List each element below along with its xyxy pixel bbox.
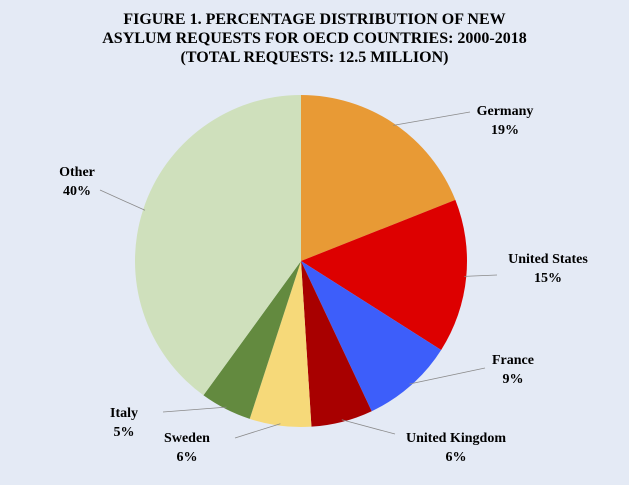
leader-line-france bbox=[409, 367, 486, 385]
slice-label-sweden: Sweden bbox=[164, 431, 210, 446]
pie-slice-sweden bbox=[249, 261, 312, 427]
pie-slices bbox=[134, 94, 467, 427]
title-line-2: ASYLUM REQUESTS FOR OECD COUNTRIES: 2000… bbox=[102, 30, 527, 47]
pie-labels: Germany 19% United States 15% France 9% United… bbox=[59, 104, 588, 465]
leader-line-italy bbox=[162, 406, 227, 413]
slice-value-germany: 19% bbox=[491, 123, 519, 138]
slice-value-italy: 5% bbox=[114, 425, 135, 440]
leader-line-other bbox=[99, 189, 146, 211]
slice-label-united-states: United States bbox=[508, 252, 588, 267]
slice-value-sweden: 6% bbox=[177, 450, 198, 465]
pie-slice-united-states bbox=[301, 199, 467, 350]
pie-slice-other bbox=[134, 94, 301, 396]
slice-label-italy: Italy bbox=[110, 406, 138, 421]
title-line-1: FIGURE 1. PERCENTAGE DISTRIBUTION OF NEW bbox=[123, 11, 506, 28]
slice-value-other: 40% bbox=[63, 184, 91, 199]
slice-value-united-kingdom: 6% bbox=[446, 450, 467, 465]
pie-slice-france bbox=[301, 261, 442, 412]
slice-label-france: France bbox=[492, 353, 534, 368]
leader-line-united-kingdom bbox=[341, 419, 396, 435]
chart-title: FIGURE 1. PERCENTAGE DISTRIBUTION OF NEW… bbox=[0, 10, 629, 67]
leader-line-sweden bbox=[234, 423, 281, 439]
slice-value-france: 9% bbox=[503, 372, 524, 387]
slice-label-germany: Germany bbox=[477, 104, 534, 119]
title-line-3: (TOTAL REQUESTS: 12.5 MILLION) bbox=[180, 49, 449, 66]
slice-label-united-kingdom: United Kingdom bbox=[406, 431, 506, 446]
leader-line-germany bbox=[393, 111, 471, 126]
slice-label-other: Other bbox=[59, 165, 95, 180]
pie-slice-germany bbox=[301, 95, 456, 261]
slice-value-united-states: 15% bbox=[534, 271, 562, 286]
pie-slice-italy bbox=[203, 261, 301, 419]
leader-line-united-states bbox=[464, 274, 498, 277]
pie-slice-united-kingdom bbox=[301, 261, 372, 427]
